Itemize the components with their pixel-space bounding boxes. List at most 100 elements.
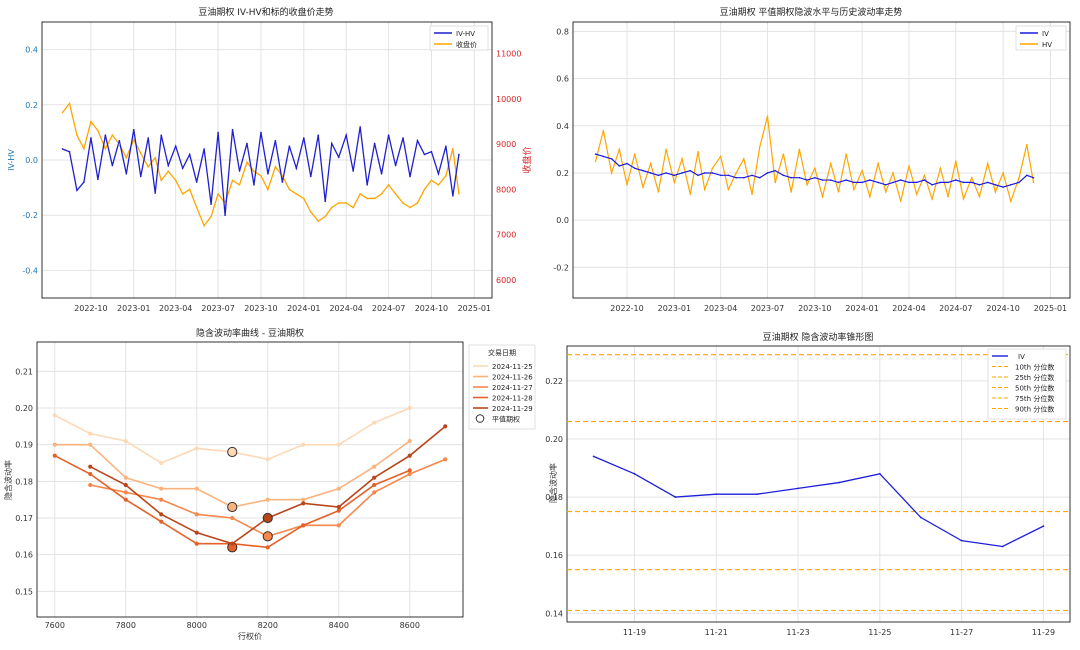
legend-item-iv: IV	[1018, 353, 1025, 361]
vol-smile-point	[194, 541, 199, 546]
hv-data-point	[618, 148, 621, 151]
x-tick-label: 2025-01	[1034, 304, 1067, 313]
hv-data-point	[610, 172, 613, 174]
iv-hv-data-point	[61, 148, 64, 150]
iv-hv-volatility-chart: 豆油期权 平值期权隐波水平与历史波动率走势 -0.2 0.0 0.2 0.4 0.6 0.…	[553, 6, 1071, 313]
iv-hv-data-point	[154, 192, 156, 194]
iv-hv-data-point	[125, 173, 128, 175]
iv-hv-data-point	[366, 184, 368, 186]
close-price-data-point	[111, 134, 114, 136]
iv-hv-data-point	[402, 137, 404, 139]
hv-data-point	[657, 191, 660, 193]
hv-data-point	[743, 158, 745, 160]
iv-hv-data-point	[90, 137, 92, 139]
vol-smile-point	[230, 515, 235, 521]
y-tick-label: 0.2	[556, 169, 569, 178]
close-price-data-point	[90, 120, 92, 123]
implied-vol-cone-point	[919, 516, 922, 519]
iv-hv-data-point	[281, 181, 284, 183]
vol-smile-point	[52, 413, 57, 418]
iv-data-point	[821, 179, 824, 181]
iv-data-point	[735, 176, 737, 179]
hv-data-point	[915, 193, 918, 196]
vol-smile-point	[443, 424, 448, 429]
iv-hv-data-point	[76, 189, 78, 192]
close-price-data-point	[181, 193, 184, 195]
close-price-data-point	[352, 206, 354, 209]
hv-data-point	[633, 153, 636, 155]
hv-data-point	[970, 176, 973, 179]
close-price-data-point	[104, 147, 107, 150]
vol-smile-point	[194, 446, 199, 451]
iv-hv-data-point	[104, 134, 107, 136]
iv-data-point	[892, 181, 894, 184]
x-tick-label: 2022-10	[610, 304, 643, 313]
iv-hv-data-point	[246, 142, 248, 145]
y2-tick-label: 11000	[496, 50, 521, 59]
close-price-data-point	[458, 193, 460, 195]
close-price-data-point	[416, 202, 419, 204]
close-price-data-point	[380, 193, 383, 195]
iv-data-point	[657, 174, 660, 177]
iv-hv-data-point	[195, 181, 198, 183]
iv-data-point	[798, 176, 801, 179]
hv-data-point	[735, 172, 737, 174]
legend-item-date: 2024-11-29	[492, 405, 533, 413]
close-price-data-point	[303, 197, 305, 200]
iv-hv-data-point	[274, 139, 277, 142]
close-price-data-point	[409, 206, 411, 209]
x-tick-label: 2024-07	[372, 304, 405, 313]
vol-smile-point	[372, 420, 377, 425]
iv-data-point	[594, 153, 597, 155]
close-price-data-point	[330, 206, 333, 209]
iv-data-point	[814, 176, 816, 179]
close-price-data-point	[253, 170, 255, 173]
close-price-data-point	[324, 215, 327, 218]
iv-hv-legend: IV-HV 收盘价	[429, 25, 489, 51]
vol-smile-point	[336, 508, 341, 513]
close-price-data-point	[147, 165, 150, 168]
hv-data-point	[853, 188, 855, 191]
iv-hv-data-point	[111, 164, 114, 167]
iv-data-point	[915, 181, 918, 184]
close-price-data-point	[203, 224, 205, 227]
hv-data-point	[962, 198, 965, 200]
implied-vol-cone-line	[593, 455, 1044, 548]
iv-data-point	[673, 174, 676, 177]
iv-data-point	[766, 172, 769, 174]
y-tick-label: 0.17	[15, 514, 33, 523]
hv-data-point	[877, 162, 879, 165]
iv-data-point	[877, 181, 879, 184]
hv-data-point	[861, 169, 863, 172]
iv-data-point	[665, 172, 667, 174]
implied-vol-cone-point	[960, 539, 963, 542]
hv-data-point	[774, 181, 776, 184]
vol-smile-point	[88, 471, 93, 477]
iv-data-point	[939, 181, 942, 184]
close-price-data-point	[238, 184, 241, 186]
hv-data-point	[689, 193, 692, 196]
iv-data-point	[986, 181, 989, 184]
close-price-data-point	[246, 161, 248, 164]
iv-hv-data-point	[118, 139, 121, 142]
close-price-data-point	[337, 202, 340, 204]
iv-hv-data-point	[97, 178, 99, 181]
vol-smile-point	[265, 497, 270, 502]
vol-smile-point	[301, 442, 306, 447]
x-tick-label: 7600	[45, 621, 65, 630]
vol-smile-point	[336, 523, 341, 528]
close-price-data-point	[288, 188, 291, 191]
close-price-data-point	[217, 193, 219, 195]
hv-data-point	[821, 195, 824, 198]
legend-item-date: 2024-11-25	[492, 363, 533, 371]
iv-legend-item: IV	[1042, 30, 1049, 38]
implied-vol-cone-point	[1042, 525, 1045, 528]
x-tick-label: 11-27	[950, 628, 973, 637]
hv-data-point	[711, 167, 714, 170]
vol-smile-point	[194, 512, 199, 517]
implied-vol-cone-point	[633, 472, 636, 475]
close-price-data-point	[394, 193, 397, 195]
vol-smile-point	[407, 453, 412, 458]
hv-data-point	[782, 153, 785, 155]
hv-data-point	[673, 181, 676, 184]
